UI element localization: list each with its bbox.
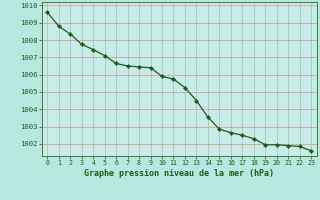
- X-axis label: Graphe pression niveau de la mer (hPa): Graphe pression niveau de la mer (hPa): [84, 169, 274, 178]
